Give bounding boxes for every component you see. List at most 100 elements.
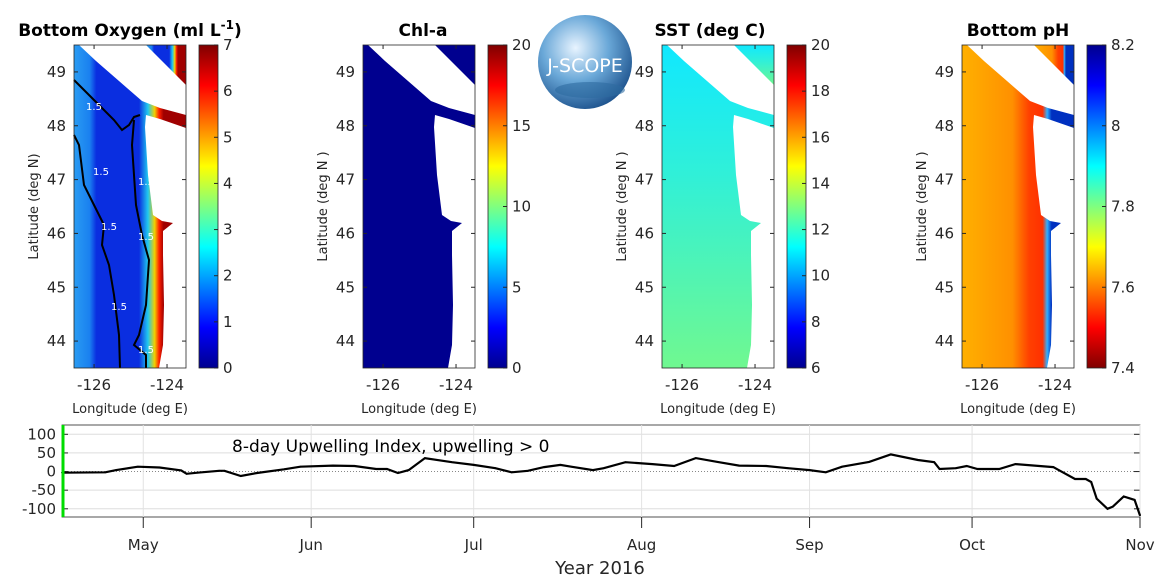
data-point [1090,481,1093,483]
data-point [1112,505,1114,508]
data-point [1122,495,1125,498]
contour-line [130,119,151,368]
y-tick-label: 47 [635,171,654,189]
x-tick-label: -126 [366,376,400,394]
y-tick-label: 47 [935,171,954,189]
strait-of-georgia-field [734,45,774,85]
y-tick-label: 46 [635,224,654,242]
ocean-field [662,45,774,368]
panel-title: Bottom Oxygen (ml L-1) [18,18,242,41]
data-point [196,471,199,474]
x-tick-label: -124 [738,376,772,394]
data-point [1095,497,1098,500]
map-field [962,45,1074,368]
contour-label: 1.5 [138,232,154,243]
x-axis-label: Longitude (deg E) [361,402,477,417]
colorbar-tick-label: 16 [811,128,830,146]
colorbar-tick-label: 2 [223,267,233,285]
title-end: ) [234,21,242,41]
bottom-ph-panel: Bottom pH -126 -124 44 45 46 47 48 49 Longitude (… [915,21,1135,417]
title-text: Bottom pH [967,21,1070,41]
y-tick-label: 44 [635,332,654,350]
y-tick-label: 44 [935,332,954,350]
data-point [396,472,399,474]
title-text: Chl-a [399,21,448,41]
y-tick-label: 50 [37,444,56,462]
strait-of-georgia-field [146,45,186,85]
map-axes-box [661,44,775,369]
y-tick-label: 45 [635,278,654,296]
data-point [424,457,426,460]
y-tick-label: 49 [336,63,355,81]
data-point [494,467,497,470]
x-tick-label: Jun [298,536,322,554]
colorbar-tick-label: 0 [223,359,233,377]
y-tick-label: 49 [935,63,954,81]
contour-line [73,79,141,132]
data-point [451,461,453,464]
y-tick-label: 46 [47,224,66,242]
logo-text: J-SCOPE [546,55,623,77]
y-tick-label: 49 [47,63,66,81]
y-tick-label: 47 [336,171,355,189]
data-point [510,471,513,474]
x-tick-label: -124 [439,376,473,394]
data-point [104,471,107,474]
data-point [283,468,286,471]
y-tick-label: 45 [935,278,954,296]
colorbar-tick-label: 12 [811,221,830,239]
y-axis-label: Latitude (deg N ) [915,151,930,261]
colorbar-tick-label: 18 [811,82,830,100]
data-point [331,464,334,467]
y-axis-label: Latitude (deg N ) [316,151,331,261]
y-tick-label: 44 [47,332,66,350]
y-tick-label: 100 [27,425,56,443]
data-point [765,465,768,467]
x-axis-label: Longitude (deg E) [960,402,1076,417]
x-tick-label: May [128,536,159,554]
chart-title: 8-day Upwelling Index, upwelling > 0 [232,437,550,457]
x-tick-label: -126 [665,376,699,394]
colorbar-tick-label: 10 [512,198,531,216]
data-point [965,465,968,467]
colorbar-tick-label: 5 [512,278,522,296]
map-axes-box [73,44,187,369]
colorbar-tick-label: 20 [512,36,531,54]
data-point [651,463,654,466]
data-point [889,453,892,456]
colorbar-tick-label: 5 [223,128,233,146]
x-tick-label: -124 [1038,376,1072,394]
contour-label: 1.5 [111,302,127,313]
ocean-field [962,45,1074,368]
data-point [526,469,529,472]
x-axis-label: Longitude (deg E) [72,402,188,417]
y-tick-label: 48 [935,117,954,135]
title-text: SST (deg C) [654,21,765,41]
colorbar-tick-label: 1 [223,313,233,331]
strait-of-georgia-field [435,45,475,85]
data-point [824,471,827,474]
data-point [916,459,919,461]
y-tick-label: 0 [46,463,56,481]
colorbar-tick-label: 8 [811,313,821,331]
map-field [363,45,475,368]
y-tick-label: 45 [336,278,355,296]
colorbar-tick-label: 15 [512,117,531,135]
data-point [136,465,139,468]
colorbar-tick-label: 8.2 [1111,36,1135,54]
y-tick-label: 47 [47,171,66,189]
data-point [386,468,388,470]
data-point [218,469,220,472]
y-tick-label: 48 [47,117,66,135]
data-point [938,468,941,470]
data-point [954,467,957,470]
data-point [239,475,242,477]
contour-label: 1.5 [138,177,154,188]
colorbar [198,44,219,369]
contour-label: 1.5 [138,345,154,356]
ocean-field [74,45,186,368]
data-point [115,469,118,471]
panel-title: Bottom pH [967,21,1070,41]
plot-area [61,424,1141,518]
